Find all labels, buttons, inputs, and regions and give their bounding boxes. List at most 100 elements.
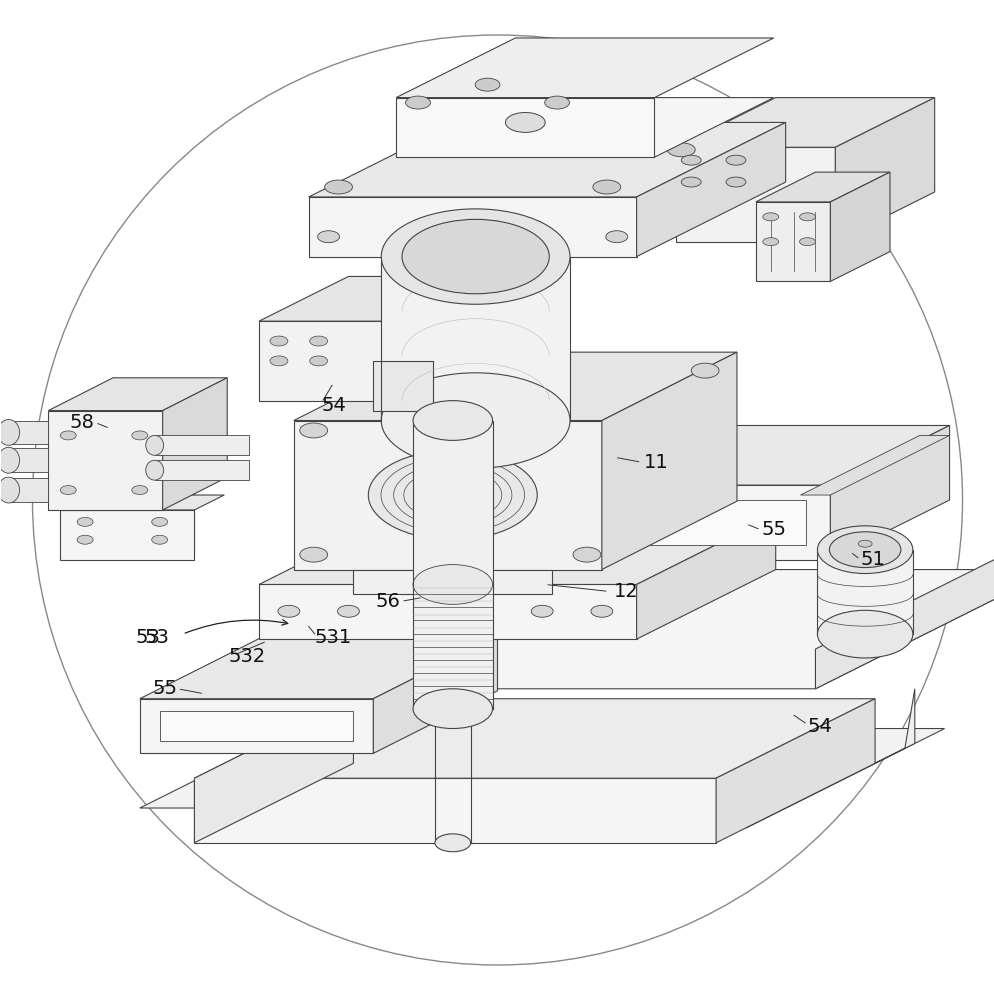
Polygon shape [676,147,835,242]
Polygon shape [353,570,552,594]
Ellipse shape [399,143,426,157]
Ellipse shape [605,231,627,243]
Polygon shape [9,448,49,472]
Ellipse shape [0,477,20,503]
Polygon shape [194,699,353,843]
Ellipse shape [381,373,570,468]
Ellipse shape [681,177,701,187]
Polygon shape [258,515,775,584]
Polygon shape [641,500,805,545]
Text: 53: 53 [144,628,169,647]
Polygon shape [746,689,913,828]
Polygon shape [373,361,432,411]
Ellipse shape [413,401,492,440]
Ellipse shape [132,431,147,440]
Polygon shape [9,421,49,444]
Ellipse shape [544,96,569,109]
Text: 54: 54 [321,396,346,415]
Polygon shape [755,202,830,281]
Polygon shape [258,276,482,321]
Polygon shape [258,321,393,401]
Text: 12: 12 [613,582,638,601]
Polygon shape [396,38,773,98]
Polygon shape [830,425,948,560]
Ellipse shape [590,605,612,617]
Polygon shape [636,515,775,639]
Ellipse shape [505,112,545,132]
Polygon shape [373,636,497,753]
Ellipse shape [299,547,327,562]
Ellipse shape [799,238,815,246]
Polygon shape [159,711,353,741]
Ellipse shape [145,435,163,455]
Ellipse shape [829,532,900,568]
Polygon shape [194,778,716,843]
Polygon shape [49,411,162,510]
Ellipse shape [667,143,695,157]
Ellipse shape [0,420,20,445]
Ellipse shape [592,180,620,194]
Polygon shape [381,257,570,421]
Ellipse shape [368,450,537,540]
Polygon shape [49,378,227,411]
Ellipse shape [78,535,93,544]
Text: 51: 51 [860,550,885,569]
Polygon shape [616,485,830,560]
Polygon shape [817,550,911,634]
Polygon shape [413,421,492,589]
Ellipse shape [269,356,287,366]
Polygon shape [308,122,785,197]
Polygon shape [293,352,737,421]
Polygon shape [140,636,497,699]
Ellipse shape [0,447,20,473]
Ellipse shape [531,605,553,617]
Ellipse shape [402,219,549,294]
Ellipse shape [817,526,911,574]
Polygon shape [154,460,248,480]
Ellipse shape [381,209,570,304]
Ellipse shape [799,213,815,221]
Polygon shape [396,98,654,157]
Polygon shape [258,584,636,639]
Ellipse shape [434,834,470,852]
Ellipse shape [309,336,327,346]
Text: 532: 532 [229,647,265,666]
Ellipse shape [337,605,359,617]
Polygon shape [716,699,874,843]
Ellipse shape [317,231,339,243]
Polygon shape [219,570,994,689]
Ellipse shape [61,486,77,495]
Ellipse shape [413,689,492,729]
Ellipse shape [145,460,163,480]
Polygon shape [61,495,224,510]
Text: 58: 58 [70,413,94,432]
Ellipse shape [299,423,327,438]
Ellipse shape [691,363,719,378]
Ellipse shape [726,155,746,165]
Polygon shape [61,510,194,560]
Polygon shape [413,584,492,709]
Ellipse shape [681,155,701,165]
Ellipse shape [762,213,778,221]
Polygon shape [636,122,785,257]
Polygon shape [800,435,948,495]
Text: 55: 55 [152,679,177,698]
Polygon shape [815,530,994,689]
Ellipse shape [573,547,600,562]
Text: 55: 55 [760,520,785,539]
Polygon shape [755,172,889,202]
Polygon shape [154,435,248,455]
Polygon shape [140,699,373,753]
Polygon shape [601,352,737,570]
Polygon shape [835,98,933,242]
Polygon shape [194,699,874,778]
Polygon shape [154,440,194,555]
Text: 56: 56 [376,592,401,611]
Ellipse shape [413,565,492,604]
Polygon shape [830,172,889,281]
Ellipse shape [269,336,287,346]
Ellipse shape [277,605,299,617]
Ellipse shape [857,540,871,547]
Polygon shape [308,197,636,257]
Ellipse shape [762,238,778,246]
